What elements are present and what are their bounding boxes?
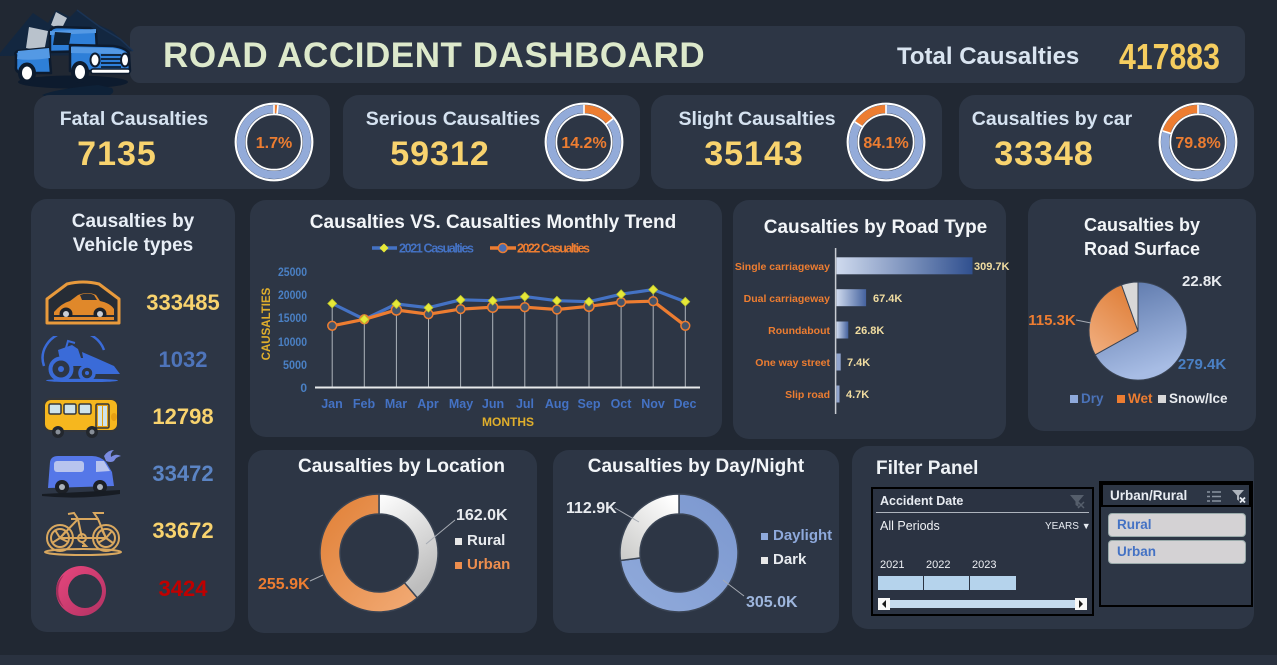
svg-text:309.7K: 309.7K [974, 261, 1010, 273]
svg-text:One way street: One way street [755, 357, 830, 369]
svg-text:Dec: Dec [674, 397, 697, 411]
svg-text:0: 0 [300, 381, 307, 395]
svg-text:Dark: Dark [773, 551, 807, 568]
svg-text:2022 Casualties: 2022 Casualties [517, 242, 590, 256]
svg-text:Mar: Mar [385, 397, 407, 411]
svg-text:Rural: Rural [467, 532, 505, 549]
svg-text:Sep: Sep [578, 397, 601, 411]
svg-text:84.1%: 84.1% [863, 135, 908, 152]
svg-text:79.8%: 79.8% [1175, 135, 1220, 152]
svg-text:255.9K: 255.9K [258, 576, 310, 593]
svg-text:279.4K: 279.4K [1178, 356, 1227, 373]
svg-text:Feb: Feb [353, 397, 376, 411]
svg-text:Daylight: Daylight [773, 527, 832, 544]
svg-text:Snow/Ice: Snow/Ice [1169, 391, 1228, 406]
svg-text:305.0K: 305.0K [746, 594, 798, 611]
svg-text:Dual carriageway: Dual carriageway [744, 293, 831, 305]
svg-text:Dry: Dry [1081, 391, 1104, 406]
svg-text:7.4K: 7.4K [847, 357, 870, 369]
svg-text:MONTHS: MONTHS [482, 415, 534, 429]
svg-text:25000: 25000 [278, 265, 307, 279]
svg-text:Jun: Jun [482, 397, 504, 411]
svg-text:67.4K: 67.4K [873, 293, 902, 305]
svg-text:1.7%: 1.7% [255, 135, 291, 152]
svg-text:15000: 15000 [278, 311, 307, 325]
svg-text:5000: 5000 [283, 358, 307, 372]
svg-text:115.3K: 115.3K [1028, 312, 1076, 329]
svg-text:4.7K: 4.7K [846, 389, 869, 401]
svg-text:Nov: Nov [641, 397, 665, 411]
svg-text:Single carriageway: Single carriageway [735, 261, 830, 273]
svg-text:Jan: Jan [321, 397, 343, 411]
svg-text:Jul: Jul [516, 397, 534, 411]
svg-text:10000: 10000 [278, 335, 307, 349]
svg-text:Urban: Urban [467, 556, 510, 573]
svg-text:20000: 20000 [278, 288, 307, 302]
svg-text:Roundabout: Roundabout [768, 325, 830, 337]
svg-text:CAUSALTIES: CAUSALTIES [261, 287, 273, 360]
svg-text:2021 Casualties: 2021 Casualties [399, 242, 474, 256]
svg-text:Wet: Wet [1128, 391, 1153, 406]
svg-text:14.2%: 14.2% [561, 135, 606, 152]
svg-text:Aug: Aug [545, 397, 569, 411]
svg-text:Oct: Oct [611, 397, 633, 411]
svg-text:112.9K: 112.9K [566, 500, 617, 517]
svg-text:Apr: Apr [417, 397, 439, 411]
svg-text:May: May [449, 397, 473, 411]
svg-text:26.8K: 26.8K [855, 325, 884, 337]
svg-text:Slip road: Slip road [785, 389, 830, 401]
svg-text:162.0K: 162.0K [456, 507, 508, 524]
svg-text:22.8K: 22.8K [1182, 273, 1222, 290]
